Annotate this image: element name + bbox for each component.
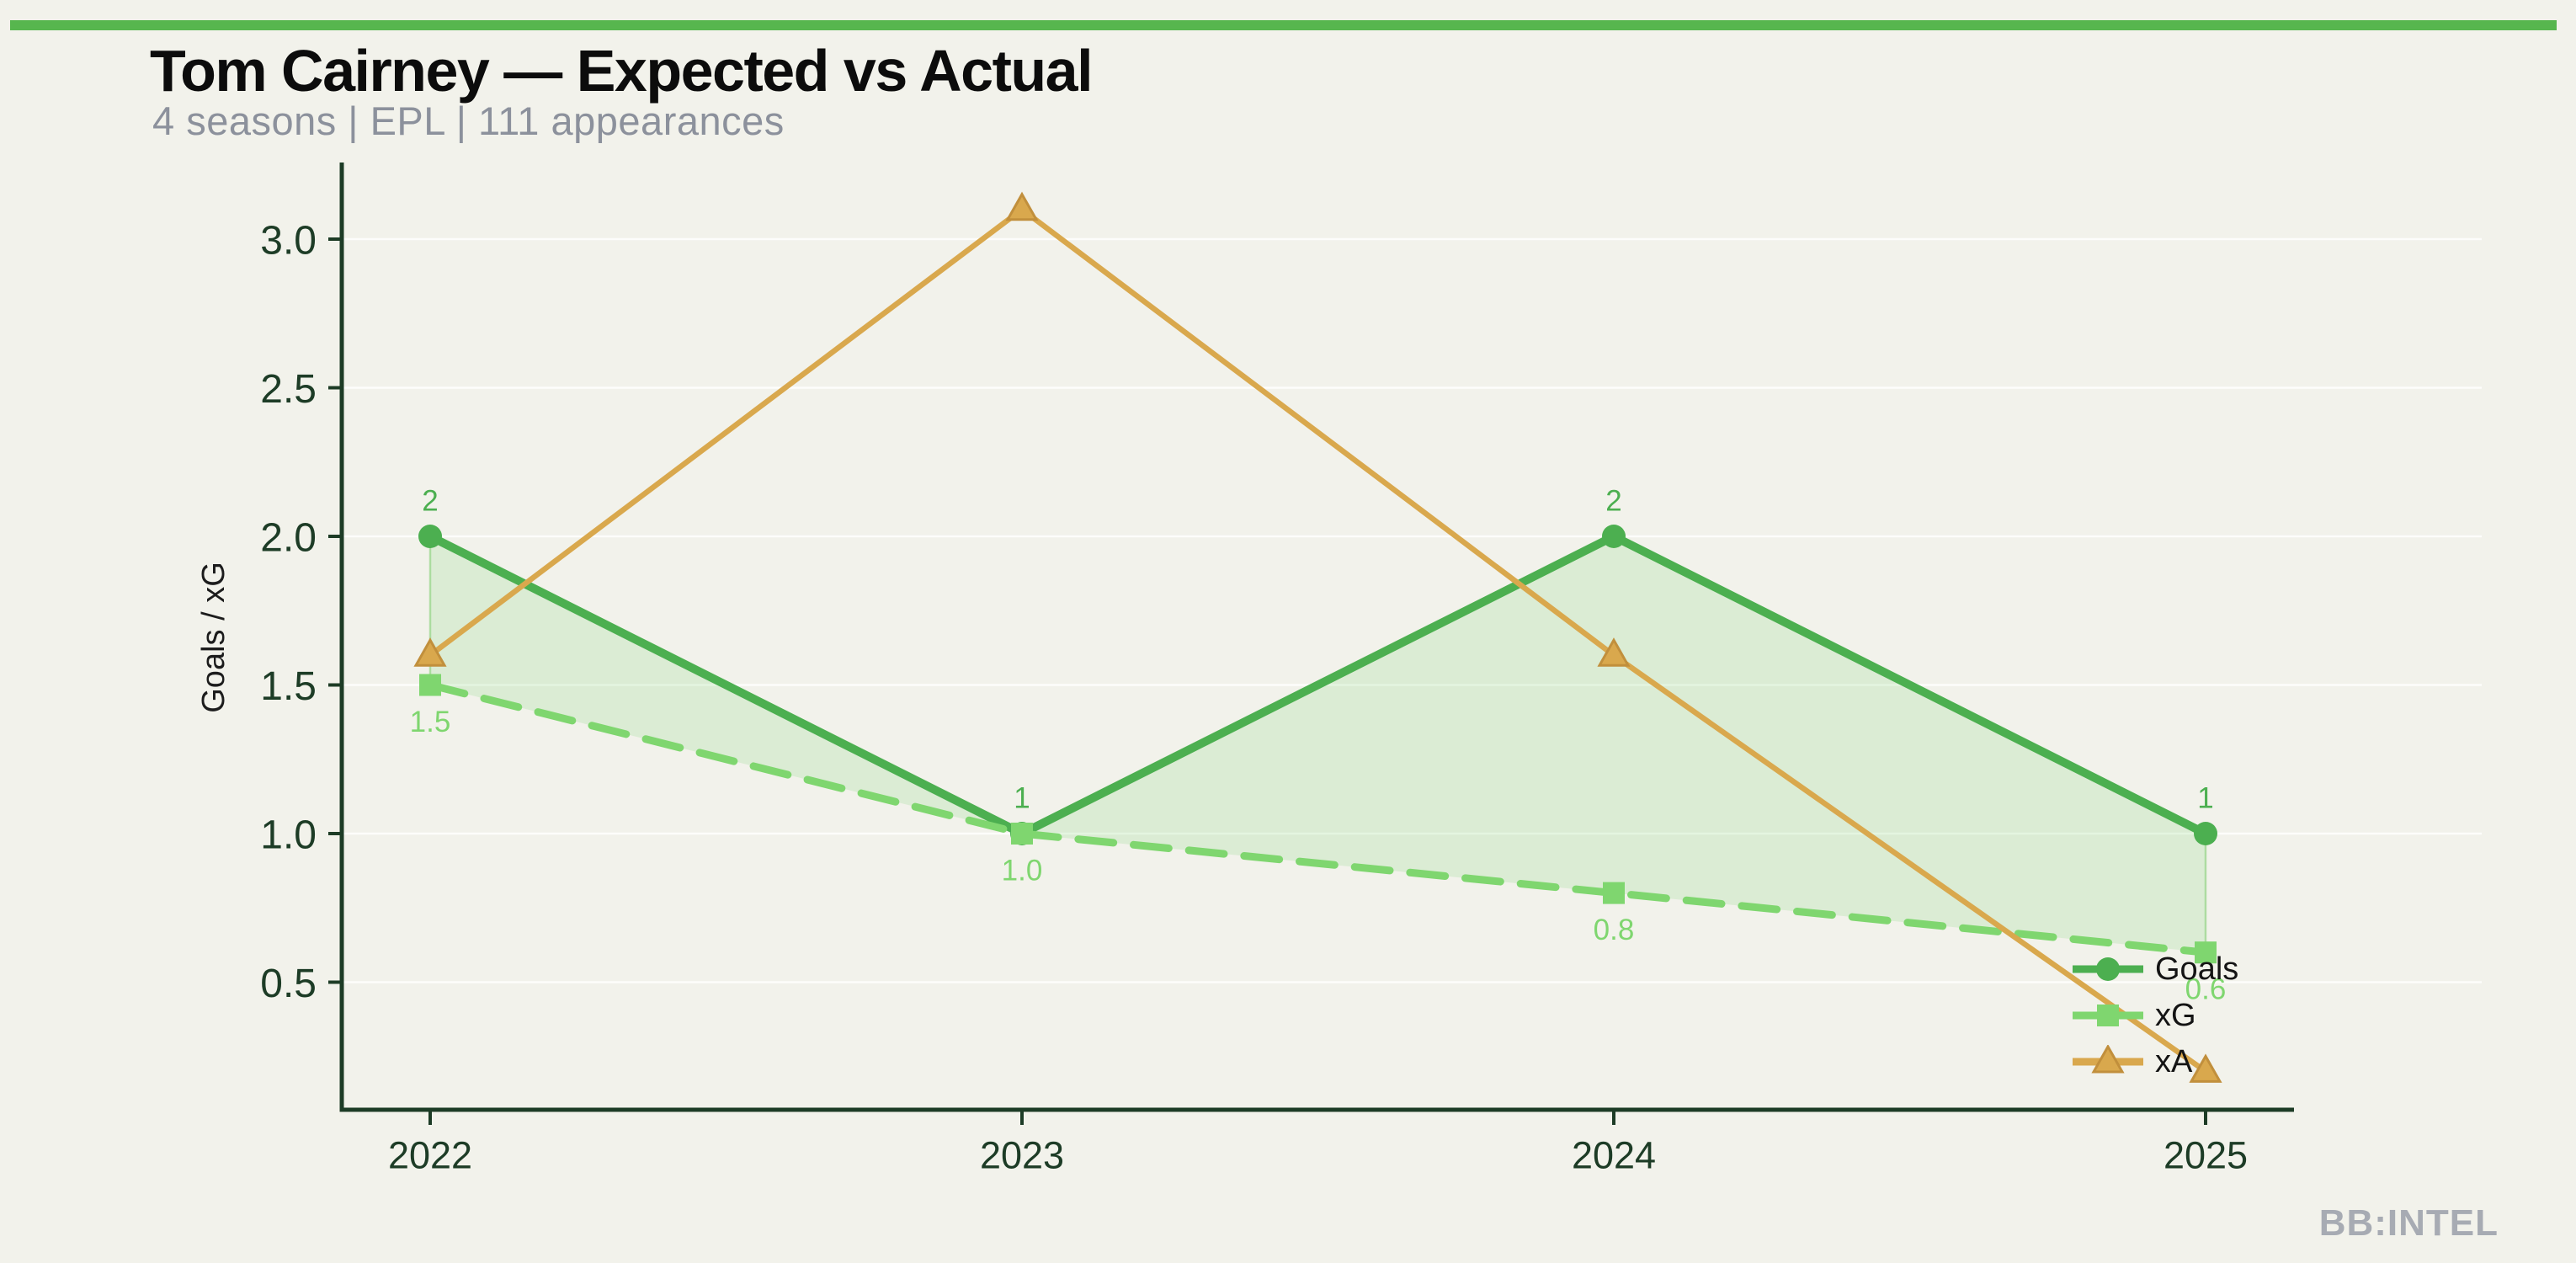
series-marker-square <box>2097 1005 2119 1026</box>
point-label: 1 <box>2197 782 2213 815</box>
series-marker-square <box>2195 941 2217 964</box>
point-label: 1.5 <box>410 706 451 738</box>
legend-sample <box>2073 957 2143 981</box>
legend-item-xg: xG <box>2073 999 2238 1032</box>
series-xg: 1.5 1.0 0.8 0.6 <box>410 674 2227 1006</box>
x-tick-label: 2025 <box>2164 1134 2248 1177</box>
series-marker-circle <box>2096 957 2120 981</box>
legend-sample <box>2073 1045 2143 1074</box>
series-line-goals <box>426 532 2210 838</box>
series-marker-circle <box>1602 525 1626 548</box>
y-tick-label: 2.0 <box>260 516 317 561</box>
legend-item-xa: xA <box>2073 1045 2238 1079</box>
series-marker-triangle <box>2091 1045 2125 1074</box>
series-line-xa <box>427 206 2209 1074</box>
series-marker-square <box>419 674 441 696</box>
point-label: 2 <box>1605 485 1621 518</box>
x-tick-label: 2022 <box>388 1134 472 1177</box>
y-tick-label: 2.5 <box>260 367 317 412</box>
series-marker-triangle <box>2189 1053 2222 1083</box>
page-subtitle: 4 seasons | EPL | 111 appearances <box>152 99 785 143</box>
page-title: Tom Cairney — Expected vs Actual <box>150 38 1094 104</box>
point-label: 2 <box>422 485 438 518</box>
series-marker-circle <box>2194 822 2217 845</box>
legend-sample <box>2073 1005 2143 1026</box>
x-tick-label: 2023 <box>980 1134 1064 1177</box>
y-tick-label: 0.5 <box>260 962 317 1006</box>
series-marker-triangle <box>1597 637 1631 667</box>
y-axis-title: Goals / xG <box>196 562 232 713</box>
series-line-xg <box>426 681 2210 957</box>
series-marker-triangle <box>1005 191 1039 221</box>
point-label: 1.0 <box>1002 855 1043 887</box>
watermark: BB:INTEL <box>2318 1202 2499 1244</box>
y-tick-label: 3.0 <box>260 219 317 264</box>
series-xa <box>413 191 2222 1083</box>
series-marker-square <box>1011 823 1033 845</box>
point-label: 0.6 <box>2185 973 2227 1006</box>
legend: Goals xG xA <box>2073 952 2238 1091</box>
x-tick-label: 2024 <box>1572 1134 1656 1177</box>
legend-label: Goals <box>2155 951 2239 987</box>
fill-between <box>430 536 2206 953</box>
accent-bar <box>10 20 2557 30</box>
legend-label: xG <box>2155 998 2196 1033</box>
legend-label: xA <box>2155 1044 2193 1079</box>
y-tick-label: 1.5 <box>260 664 317 709</box>
series-marker-triangle <box>413 637 447 667</box>
series-marker-circle <box>418 525 442 548</box>
y-tick-label: 1.0 <box>260 813 317 858</box>
point-label: 1 <box>1014 782 1030 815</box>
point-label: 0.8 <box>1594 914 1635 946</box>
series-marker-square <box>1603 882 1625 904</box>
legend-item-goals: Goals <box>2073 952 2238 986</box>
axis-spines <box>339 163 2294 1112</box>
